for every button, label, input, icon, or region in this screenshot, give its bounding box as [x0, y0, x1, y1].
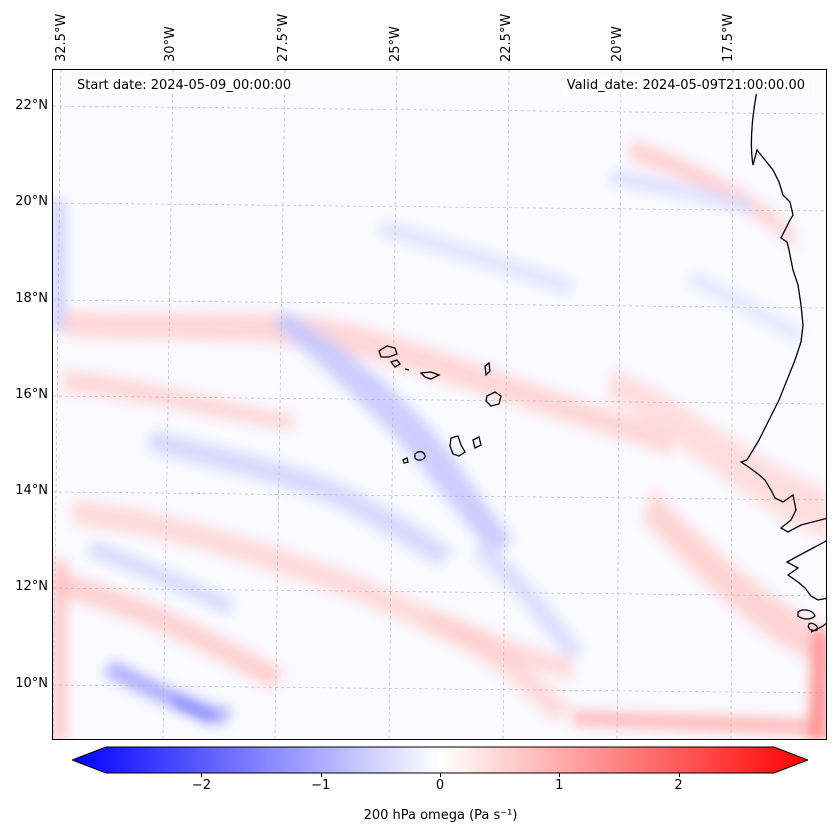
- lon-label-32.5W: 32.5°W: [54, 13, 69, 62]
- island-sao-nicolau: [419, 371, 441, 380]
- omega-field-map: [53, 70, 826, 739]
- cape-verde-islands: [378, 345, 502, 464]
- lat-label-12N: 12°N: [15, 579, 48, 594]
- lon-label-22.5W: 22.5°W: [499, 13, 514, 62]
- lon-label-17.5W: 17.5°W: [721, 13, 736, 62]
- coastline-bissau-islands: [797, 609, 826, 633]
- omega-shading: [53, 140, 826, 739]
- lon-label-30W: 30°W: [163, 26, 178, 62]
- colorbar: [72, 746, 808, 774]
- map-panel[interactable]: [52, 69, 827, 740]
- lon-label-25W: 25°W: [388, 26, 403, 62]
- island-santiago: [449, 435, 466, 457]
- island-sao-vicente: [389, 359, 401, 368]
- colorbar-tickmark: [320, 773, 322, 777]
- colorbar-body: [72, 746, 808, 774]
- coastline-guinea: [785, 540, 826, 601]
- graticule: [53, 70, 826, 739]
- colorbar-tick-label: −2: [191, 778, 212, 793]
- colorbar-tickmark: [559, 773, 561, 777]
- colorbar-tickmark: [678, 773, 680, 777]
- lon-label-20W: 20°W: [610, 26, 625, 62]
- lat-label-10N: 10°N: [15, 676, 48, 691]
- coastline-africa: [739, 79, 826, 533]
- colorbar-tickmark: [440, 773, 441, 777]
- valid-date-label: Valid_date: 2024-05-09T21:00:00.00: [562, 77, 809, 94]
- lat-label-16N: 16°N: [15, 387, 48, 402]
- lat-label-18N: 18°N: [15, 291, 48, 306]
- colorbar-tick-label: 2: [674, 778, 683, 793]
- lat-label-14N: 14°N: [15, 483, 48, 498]
- start-date-label: Start date: 2024-05-09_00:00:00: [73, 77, 296, 94]
- lat-label-22N: 22°N: [15, 98, 48, 113]
- colorbar-tick-label: 1: [555, 778, 564, 793]
- island-sal: [484, 361, 491, 377]
- colorbar-label: 200 hPa omega (Pa s⁻¹): [363, 808, 518, 823]
- colorbar-tick-label: −1: [311, 778, 331, 793]
- island-maio: [472, 436, 482, 449]
- colorbar-tick-label: 0: [435, 778, 445, 793]
- colorbar-tickmark: [201, 773, 203, 777]
- lon-label-27.5W: 27.5°W: [276, 13, 291, 62]
- island-santa-luzia: [404, 368, 410, 371]
- lat-label-20N: 20°N: [15, 194, 48, 209]
- island-boa-vista: [485, 391, 502, 407]
- island-fogo: [414, 450, 426, 461]
- island-brava: [402, 457, 409, 464]
- island-santo-antao: [378, 345, 398, 358]
